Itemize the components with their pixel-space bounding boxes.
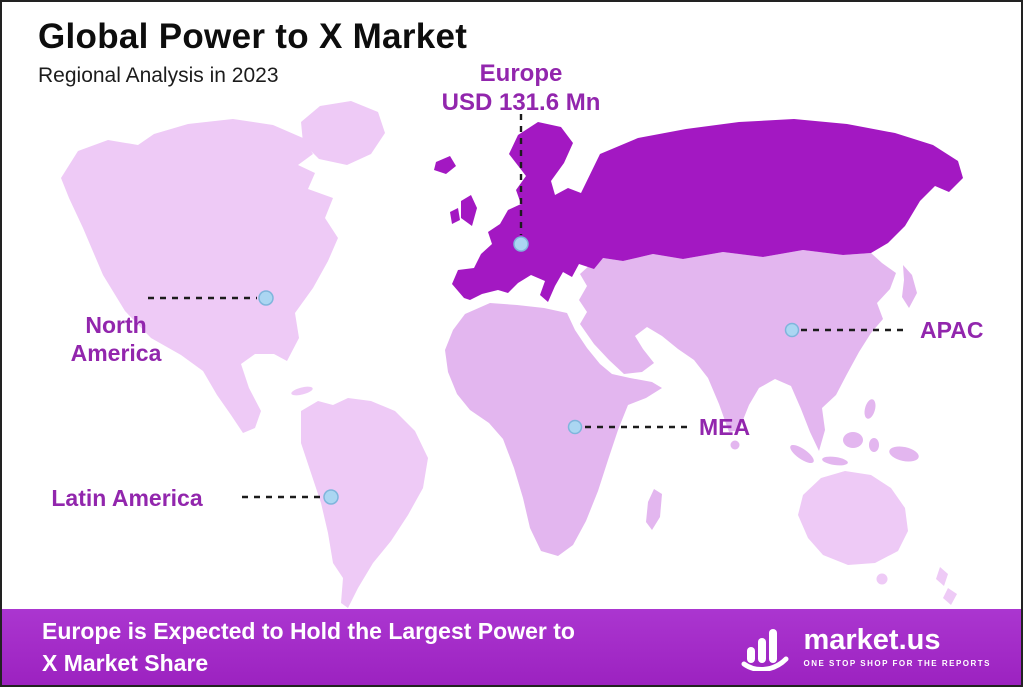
region-europe-russia: [452, 119, 963, 302]
region-philippines: [864, 399, 876, 419]
region-north-america: [61, 119, 338, 433]
region-borneo: [843, 432, 863, 448]
region-sri-lanka: [730, 440, 740, 450]
region-sulawesi: [869, 438, 879, 452]
footer-headline-line2: X Market Share: [42, 650, 209, 676]
region-tasmania: [876, 573, 888, 585]
callout-apac: APAC: [920, 317, 984, 343]
marker-dot-europe: [513, 236, 529, 252]
header: Global Power to X Market Regional Analys…: [38, 17, 468, 88]
callout-lines: [148, 114, 909, 499]
region-australia: [798, 471, 908, 565]
marker-dot-apac: [784, 322, 800, 338]
regions-dark: [434, 119, 963, 302]
footer-banner: Europe is Expected to Hold the Largest P…: [2, 609, 1021, 685]
region-greenland: [301, 101, 385, 165]
marker-dot-north-america: [258, 290, 274, 306]
market-us-logo-icon: [741, 629, 789, 671]
regions-light: [61, 101, 957, 608]
callout-europe-label: Europe: [479, 60, 563, 87]
region-japan: [902, 265, 917, 308]
region-new-zealand-north: [936, 567, 948, 586]
region-java: [822, 456, 848, 466]
footer-headline: Europe is Expected to Hold the Largest P…: [42, 615, 575, 679]
region-cuba: [291, 386, 313, 396]
region-madagascar: [646, 489, 662, 530]
region-new-guinea: [889, 446, 919, 462]
region-new-zealand-south: [943, 588, 957, 605]
marker-dot-mea: [567, 419, 583, 435]
callout-mea: MEA: [699, 414, 751, 440]
region-sumatra: [790, 444, 814, 464]
world-map: [61, 101, 963, 608]
region-asia: [579, 250, 896, 451]
marker-dot-latin-america: [323, 489, 339, 505]
callout-europe: Europe USD 131.6 Mn: [406, 60, 636, 118]
region-iceland: [434, 156, 456, 174]
brand-tagline: ONE STOP SHOP FOR THE REPORTS: [803, 659, 991, 668]
brand: market.us ONE STOP SHOP FOR THE REPORTS: [741, 623, 991, 671]
region-uk: [461, 195, 477, 226]
footer-headline-line1: Europe is Expected to Hold the Largest P…: [42, 617, 575, 644]
page-title: Global Power to X Market: [38, 17, 468, 56]
region-ireland: [450, 208, 460, 224]
callout-europe-value: USD 131.6 Mn: [441, 88, 601, 116]
regions-medium: [445, 250, 919, 556]
brand-text: market.us ONE STOP SHOP FOR THE REPORTS: [803, 624, 991, 669]
page-subtitle: Regional Analysis in 2023: [38, 63, 279, 87]
callout-latin-america: Latin America: [51, 485, 203, 511]
region-africa: [445, 303, 662, 556]
brand-name: market.us: [803, 624, 941, 656]
callout-north-america: North America: [70, 312, 162, 366]
marker-dots: [258, 236, 800, 505]
region-latin-america: [301, 398, 428, 608]
